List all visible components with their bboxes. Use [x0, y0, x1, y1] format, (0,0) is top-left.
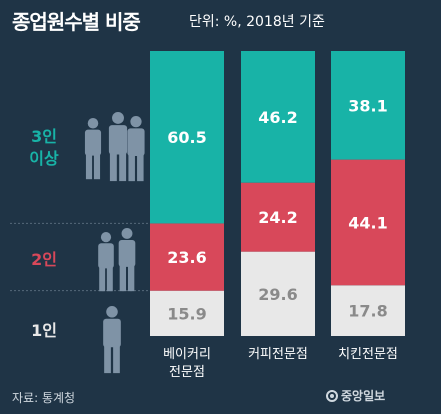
category-label-2: 커피전문점: [248, 347, 308, 362]
data-label-three-plus-1: 60.5: [167, 128, 206, 147]
publisher-logo: 중앙일보: [326, 387, 385, 404]
data-label-two-2: 24.2: [258, 208, 297, 227]
legend-label-one: 1인: [31, 321, 57, 340]
publisher-name: 중앙일보: [341, 389, 386, 403]
data-label-three-plus-2: 46.2: [258, 108, 297, 127]
data-label-one-2: 29.6: [258, 285, 297, 304]
source-note: 자료: 통계청: [12, 391, 76, 405]
bar-segment-one-2: [241, 251, 315, 336]
person-3-icon: [127, 116, 145, 182]
bar-segment-three-plus-3: [331, 51, 405, 160]
chart-subtitle: 단위: %, 2018년 기준: [189, 14, 325, 30]
person-4-icon: [98, 232, 114, 292]
bar-segment-one-3: [331, 285, 405, 336]
category-label-3: 치킨전문점: [338, 347, 398, 362]
people-group-icon: [84, 112, 145, 182]
person-2-icon: [108, 112, 128, 182]
legend-icons: [84, 112, 145, 374]
person-5-icon: [118, 228, 136, 292]
bar-segment-two-2: [241, 182, 315, 252]
category-label-1-line2: 전문점: [169, 365, 205, 380]
legend-label-three-plus-line2: 이상: [29, 149, 59, 168]
data-label-three-plus-3: 38.1: [348, 96, 387, 115]
bar-segment-three-plus-2: [241, 51, 315, 183]
data-label-one-1: 15.9: [167, 304, 206, 323]
category-label-1: 베이커리: [163, 347, 211, 362]
person-6-icon: [103, 306, 121, 374]
band-guide-lines: [10, 222, 150, 292]
bar-segment-three-plus-1: [150, 51, 224, 224]
bar-segment-one-1: [150, 290, 224, 336]
data-label-one-3: 17.8: [348, 302, 387, 321]
person-1-icon: [84, 118, 102, 180]
data-label-two-3: 44.1: [348, 213, 387, 232]
person-pair-icon: [98, 228, 136, 292]
bar-segment-two-3: [331, 159, 405, 286]
legend-label-three-plus: 3인: [31, 127, 57, 146]
bar-segment-two-1: [150, 223, 224, 291]
person-single-icon: [103, 306, 121, 374]
legend-label-two: 2인: [31, 250, 57, 269]
logo-icon: [326, 390, 338, 402]
chart-title: 종업원수별 비중: [12, 10, 141, 34]
data-label-two-1: 23.6: [167, 248, 206, 267]
